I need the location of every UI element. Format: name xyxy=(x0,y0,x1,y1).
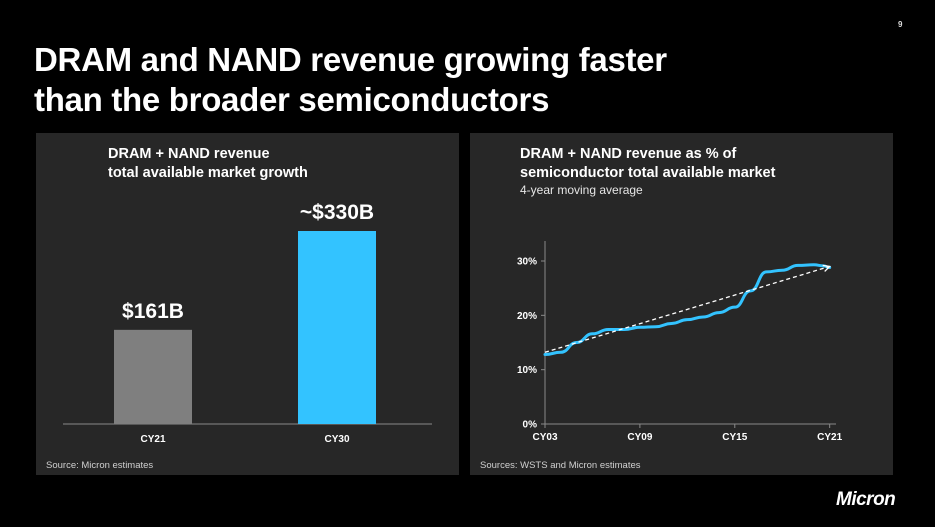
bar-cy30 xyxy=(298,231,376,424)
slide-title: DRAM and NAND revenue growing faster tha… xyxy=(34,40,834,120)
slide-title-line-2: than the broader semiconductors xyxy=(34,81,550,118)
x-tick-label: CY03 xyxy=(532,432,557,443)
y-tick-label: 10% xyxy=(517,365,537,376)
slide-title-line-1: DRAM and NAND revenue growing faster xyxy=(34,41,667,78)
bar-chart: $161B CY21 ~$330B CY30 xyxy=(63,201,432,445)
page-number: 9 xyxy=(898,20,903,29)
line-chart-source: Sources: WSTS and Micron estimates xyxy=(480,460,641,471)
trend-line xyxy=(544,265,830,353)
bar-chart-panel: DRAM + NAND revenue total available mark… xyxy=(36,133,459,475)
bar-category-label: CY21 xyxy=(140,434,165,445)
trend-arrowhead-icon xyxy=(822,264,832,272)
y-tick-label: 20% xyxy=(517,311,537,322)
bar-category-label: CY30 xyxy=(324,434,349,445)
bar-value-label: ~$330B xyxy=(300,201,374,224)
x-tick-label: CY09 xyxy=(627,432,652,443)
line-chart-title: DRAM + NAND revenue as % of semiconducto… xyxy=(520,145,775,183)
dram-nand-share-line xyxy=(543,263,832,356)
y-tick-label: 0% xyxy=(523,420,538,431)
bar-cy21 xyxy=(114,329,192,424)
line-chart-title-line-1: DRAM + NAND revenue as % of xyxy=(520,146,737,162)
y-tick-label: 30% xyxy=(517,257,537,268)
bar-chart-title: DRAM + NAND revenue total available mark… xyxy=(108,145,308,183)
line-chart-subtitle: 4-year moving average xyxy=(520,183,643,197)
line-chart-title-line-2: semiconductor total available market xyxy=(520,165,776,181)
bar-chart-title-line-1: DRAM + NAND revenue xyxy=(108,146,270,162)
line-chart-panel: DRAM + NAND revenue as % of semiconducto… xyxy=(470,133,893,475)
micron-logo: Micron xyxy=(836,489,896,510)
bar-chart-title-line-2: total available market growth xyxy=(108,165,308,181)
line-chart: 0% 10% 20% 30% CY03 CY09 CY15 CY21 xyxy=(517,241,843,443)
x-tick-label: CY15 xyxy=(722,432,747,443)
bar-chart-source: Source: Micron estimates xyxy=(46,460,154,471)
bar-value-label: $161B xyxy=(122,300,184,323)
x-tick-label: CY21 xyxy=(817,432,842,443)
